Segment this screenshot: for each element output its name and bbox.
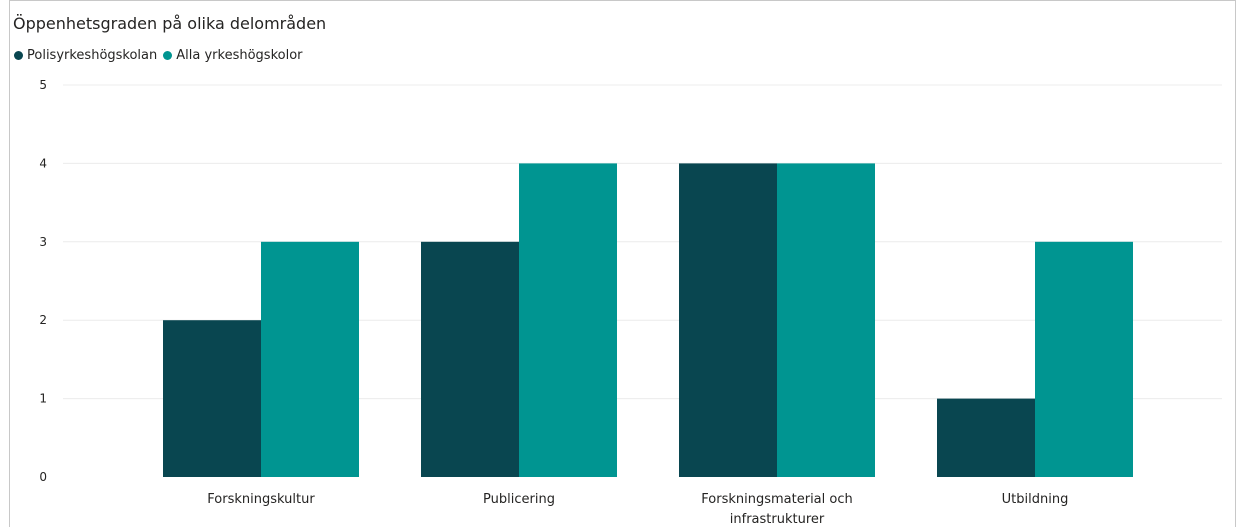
legend-marker-series-2 bbox=[163, 51, 173, 60]
legend-item-series-1[interactable]: Polisyrkeshögskolan bbox=[14, 48, 157, 63]
x-tick-label: Publicering bbox=[483, 492, 555, 507]
x-tick-label: Utbildning bbox=[1002, 492, 1069, 507]
y-tick-label: 4 bbox=[39, 156, 47, 170]
bar-1-4[interactable] bbox=[937, 398, 1035, 477]
legend-label-series-1: Polisyrkeshögskolan bbox=[27, 48, 158, 63]
bar-1-3[interactable] bbox=[679, 163, 777, 477]
legend-item-series-2[interactable]: Alla yrkeshögskolor bbox=[163, 48, 303, 63]
bar-2-2[interactable] bbox=[519, 163, 617, 477]
chart-title: Öppenhetsgraden på olika delområden bbox=[13, 14, 327, 33]
bar-2-3[interactable] bbox=[777, 163, 875, 477]
legend-label-series-2: Alla yrkeshögskolor bbox=[176, 48, 303, 63]
bar-2-4[interactable] bbox=[1035, 241, 1133, 477]
y-tick-label: 5 bbox=[39, 78, 47, 92]
bar-1-2[interactable] bbox=[421, 241, 519, 477]
y-tick-label: 3 bbox=[39, 235, 47, 249]
y-tick-label: 1 bbox=[39, 392, 47, 406]
x-tick-label: Forskningsmaterial och infrastrukturer bbox=[701, 492, 852, 527]
y-tick-label: 2 bbox=[39, 313, 47, 327]
bar-2-1[interactable] bbox=[261, 241, 359, 477]
y-tick-label: 0 bbox=[39, 470, 47, 484]
chart-frame bbox=[9, 0, 1236, 527]
bar-1-1[interactable] bbox=[163, 320, 261, 477]
x-tick-label: Forskningskultur bbox=[207, 492, 315, 507]
legend-marker-series-1 bbox=[14, 51, 23, 60]
chart-legend: Polisyrkeshögskolan Alla yrkeshögskolor bbox=[14, 48, 309, 63]
